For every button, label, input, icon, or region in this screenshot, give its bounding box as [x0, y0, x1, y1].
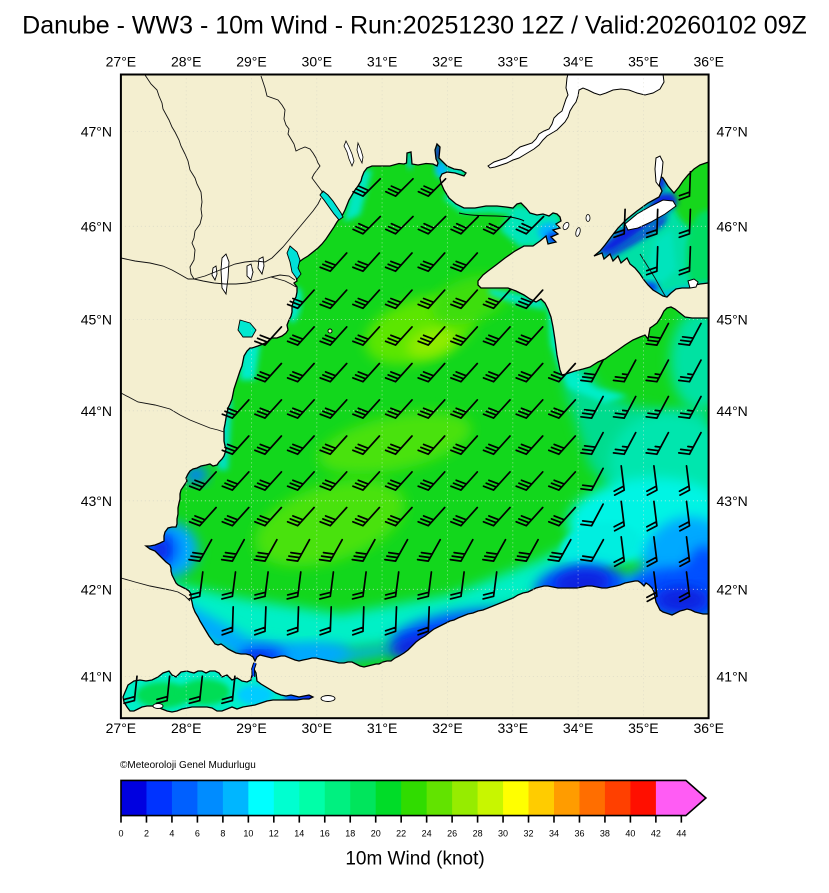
svg-text:29°E: 29°E [236, 720, 267, 736]
svg-text:35°E: 35°E [628, 720, 659, 736]
svg-text:41°N: 41°N [717, 668, 748, 684]
svg-text:32°E: 32°E [432, 720, 463, 736]
svg-text:©Meteoroloji Genel Mudurlugu: ©Meteoroloji Genel Mudurlugu [120, 760, 256, 771]
svg-text:45°N: 45°N [81, 311, 112, 327]
svg-text:31°E: 31°E [367, 54, 398, 70]
svg-text:40: 40 [625, 829, 635, 839]
svg-text:30°E: 30°E [302, 54, 333, 70]
svg-text:41°N: 41°N [81, 668, 112, 684]
svg-text:46°N: 46°N [717, 218, 748, 234]
svg-text:28°E: 28°E [171, 54, 202, 70]
svg-text:34°E: 34°E [563, 54, 594, 70]
svg-text:4: 4 [169, 829, 174, 839]
svg-text:30: 30 [498, 829, 508, 839]
svg-text:28°E: 28°E [171, 720, 202, 736]
svg-text:29°E: 29°E [236, 54, 267, 70]
svg-text:12: 12 [269, 829, 279, 839]
svg-text:34°E: 34°E [563, 720, 594, 736]
svg-text:44°N: 44°N [717, 403, 748, 419]
svg-text:33°E: 33°E [498, 720, 529, 736]
svg-text:42°N: 42°N [81, 581, 112, 597]
svg-text:38: 38 [600, 829, 610, 839]
svg-text:27°E: 27°E [106, 720, 137, 736]
svg-text:45°N: 45°N [717, 311, 748, 327]
svg-text:32: 32 [524, 829, 534, 839]
svg-text:36°E: 36°E [693, 720, 724, 736]
svg-text:47°N: 47°N [717, 124, 748, 140]
svg-text:43°N: 43°N [81, 493, 112, 509]
svg-text:26: 26 [447, 829, 457, 839]
svg-text:0: 0 [118, 829, 123, 839]
svg-text:27°E: 27°E [106, 54, 137, 70]
svg-text:42°N: 42°N [717, 581, 748, 597]
svg-text:10m Wind (knot): 10m Wind (knot) [345, 849, 484, 870]
svg-text:18: 18 [345, 829, 355, 839]
svg-text:16: 16 [320, 829, 330, 839]
svg-text:44°N: 44°N [81, 403, 112, 419]
svg-text:33°E: 33°E [498, 54, 529, 70]
svg-text:44: 44 [676, 829, 686, 839]
svg-text:14: 14 [294, 829, 304, 839]
svg-text:36°E: 36°E [693, 54, 724, 70]
svg-text:20: 20 [371, 829, 381, 839]
svg-text:34: 34 [549, 829, 559, 839]
svg-text:30°E: 30°E [302, 720, 333, 736]
svg-text:35°E: 35°E [628, 54, 659, 70]
svg-text:32°E: 32°E [432, 54, 463, 70]
svg-text:6: 6 [195, 829, 200, 839]
svg-text:24: 24 [422, 829, 432, 839]
svg-text:8: 8 [220, 829, 225, 839]
svg-text:2: 2 [144, 829, 149, 839]
svg-text:36: 36 [574, 829, 584, 839]
svg-text:10: 10 [243, 829, 253, 839]
svg-text:42: 42 [651, 829, 661, 839]
svg-text:22: 22 [396, 829, 406, 839]
svg-text:28: 28 [473, 829, 483, 839]
svg-text:31°E: 31°E [367, 720, 398, 736]
svg-text:43°N: 43°N [717, 493, 748, 509]
svg-text:46°N: 46°N [81, 218, 112, 234]
svg-text:47°N: 47°N [81, 124, 112, 140]
svg-text:Danube - WW3 - 10m Wind - Run:: Danube - WW3 - 10m Wind - Run:20251230 1… [22, 12, 807, 40]
